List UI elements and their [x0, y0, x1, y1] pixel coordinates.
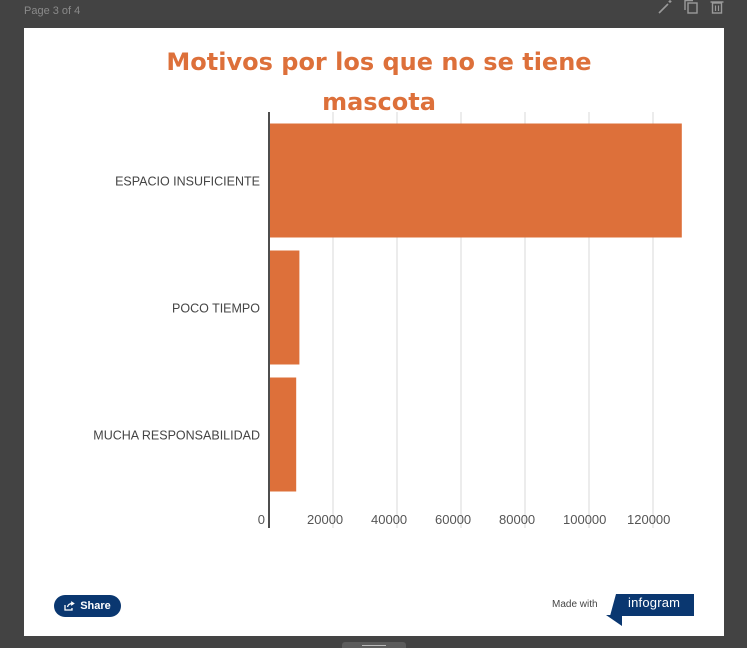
share-icon	[64, 601, 75, 611]
bar	[270, 250, 300, 365]
page-indicator: Page 3 of 4	[24, 5, 81, 17]
duplicate-icon[interactable]	[683, 0, 699, 14]
share-label: Share	[80, 600, 111, 612]
made-with-text: Made with	[552, 599, 598, 610]
x-tick-label: 40000	[371, 512, 407, 527]
infogram-logo-shape	[606, 594, 694, 626]
chart-title: Motivos por los que no se tiene mascota	[166, 48, 592, 116]
bar	[270, 123, 682, 238]
x-tick-label: 120000	[627, 512, 670, 527]
category-label: MUCHA RESPONSABILIDAD	[93, 429, 260, 443]
bar-chart: 0 20000 40000 60000 80000 100000 120000 ESPACIO…	[93, 112, 682, 528]
page-toolbar	[657, 0, 725, 14]
infogram-brand-text: infogram	[628, 595, 681, 610]
x-tick-label: 0	[258, 512, 265, 527]
magic-wand-icon[interactable]	[657, 0, 673, 14]
share-button[interactable]: Share	[54, 595, 121, 617]
x-tick-label: 60000	[435, 512, 471, 527]
infographic-card: Motivos por los que no se tiene mascota …	[24, 28, 724, 636]
trash-icon[interactable]	[709, 0, 725, 14]
x-tick-label: 20000	[307, 512, 343, 527]
category-label: ESPACIO INSUFICIENTE	[115, 175, 260, 189]
x-tick-label: 80000	[499, 512, 535, 527]
x-tick-label: 100000	[563, 512, 606, 527]
category-label: POCO TIEMPO	[172, 302, 260, 316]
infogram-logo[interactable]: infogram	[606, 594, 694, 626]
page-drag-handle[interactable]	[342, 642, 406, 648]
bar	[270, 377, 297, 492]
